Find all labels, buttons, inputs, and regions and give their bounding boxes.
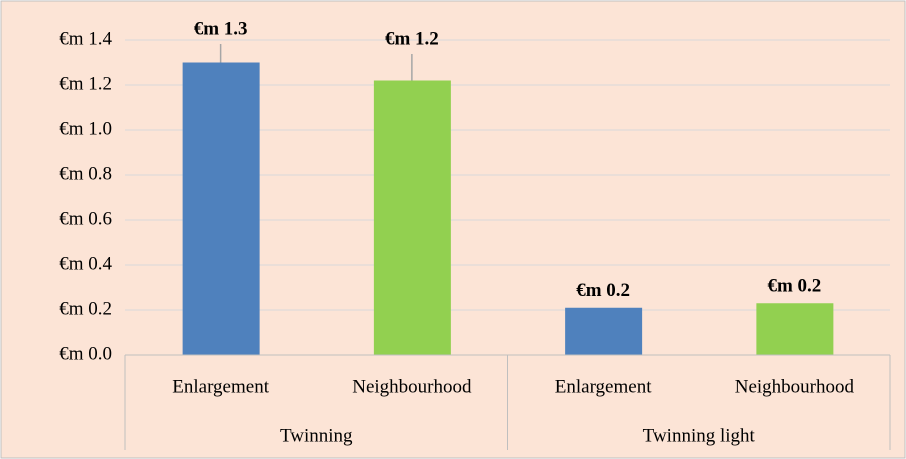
x-tick-label: Neighbourhood (352, 376, 472, 397)
x-tick-label: Enlargement (555, 376, 652, 397)
bar (756, 303, 834, 355)
y-tick-label: €m 1.2 (59, 73, 112, 94)
x-tick-label: Enlargement (172, 376, 269, 397)
y-tick-label: €m 0.8 (59, 163, 112, 184)
y-tick-label: €m 0.4 (59, 253, 112, 274)
value-label: €m 1.3 (194, 18, 248, 39)
y-tick-label: €m 1.4 (59, 28, 112, 49)
value-label: €m 1.2 (385, 28, 439, 49)
value-label: €m 0.2 (767, 276, 821, 297)
bar (373, 80, 451, 355)
y-tick-label: €m 0.2 (59, 298, 112, 319)
bar (565, 307, 643, 355)
y-tick-label: €m 1.0 (59, 118, 112, 139)
group-label: Twinning (280, 425, 353, 446)
x-tick-label: Neighbourhood (735, 376, 855, 397)
value-label: €m 0.2 (576, 280, 630, 301)
y-tick-label: €m 0.0 (59, 343, 112, 364)
y-tick-label: €m 0.6 (59, 208, 112, 229)
bar (182, 62, 260, 355)
group-label: Twinning light (643, 425, 756, 446)
